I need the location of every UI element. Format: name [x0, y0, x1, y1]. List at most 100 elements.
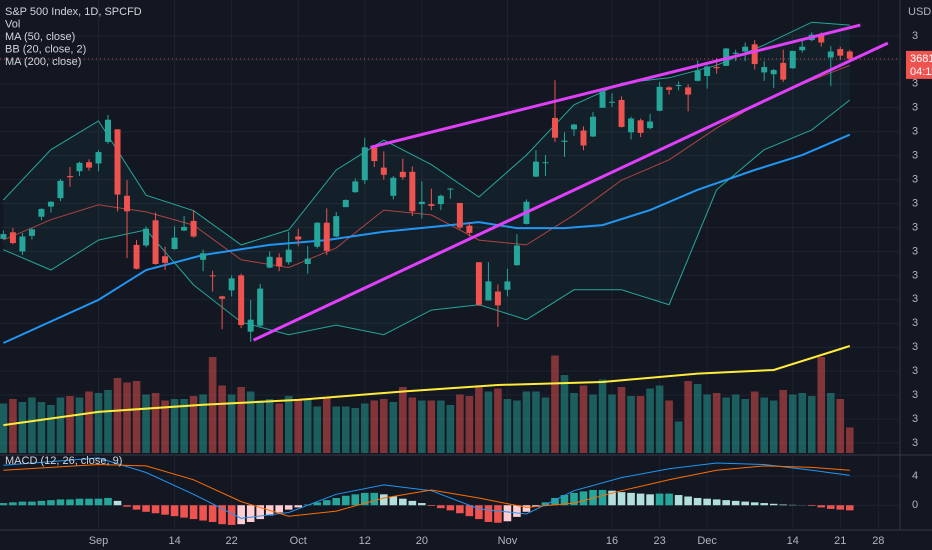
signal-line: [3, 463, 850, 517]
volume-bar: [123, 382, 131, 453]
volume-bar: [646, 388, 654, 453]
macd-histogram-bar: [427, 505, 436, 506]
candle-body: [789, 50, 796, 69]
macd-histogram-bar: [494, 505, 502, 523]
macd-histogram-bar: [541, 502, 550, 506]
volume-bar: [104, 390, 112, 453]
macd-histogram-bar: [332, 497, 341, 506]
volume-bar: [399, 387, 407, 453]
macd-histogram-bar: [769, 503, 778, 506]
candle-body: [323, 222, 330, 251]
volume-bar: [684, 381, 692, 453]
macd-histogram-bar: [370, 492, 379, 506]
volume-bar: [655, 385, 664, 453]
volume-bar: [712, 393, 721, 453]
macd-histogram-bar: [66, 499, 74, 506]
volume-bar: [351, 408, 360, 453]
volume-bar: [180, 399, 188, 453]
candle-body: [361, 147, 368, 181]
volume-bar: [66, 396, 74, 453]
candle-body: [827, 51, 834, 58]
candle-body: [561, 140, 568, 142]
macd-histogram-bar: [722, 500, 730, 506]
y-tick-label: 3: [912, 150, 918, 162]
x-tick-label: 14: [168, 535, 180, 547]
volume-bar: [513, 400, 521, 453]
volume-bar: [807, 396, 816, 453]
x-tick-label: Oct: [290, 535, 307, 547]
price-pane: [0, 21, 889, 453]
macd-histogram-bar: [779, 504, 788, 506]
macd-histogram-bar: [189, 505, 198, 520]
candle-body: [580, 130, 587, 146]
candle-body: [181, 226, 188, 231]
volume-bar: [9, 399, 17, 453]
legend-entry: S&P 500 Index, 1D, SPCFD: [5, 6, 142, 18]
macd-histogram-bar: [826, 505, 835, 509]
volume-bar: [275, 403, 283, 453]
macd-histogram-bar: [760, 503, 768, 506]
macd-histogram-bar: [655, 493, 664, 506]
macd-histogram-bar: [380, 494, 388, 506]
candle-body: [656, 86, 663, 111]
candle-body: [818, 34, 825, 43]
candle-body: [742, 46, 749, 52]
macd-histogram-bar: [627, 492, 635, 506]
legend-entry: BB (20, close, 2): [5, 43, 86, 55]
macd-histogram-bar: [142, 505, 150, 512]
legend-entry: MA (200, close): [5, 56, 81, 68]
macd-histogram-bar: [151, 505, 160, 514]
candle-body: [162, 256, 169, 263]
axis-background: [900, 0, 932, 550]
candle-body: [171, 237, 178, 250]
macd-histogram-bar: [399, 498, 407, 506]
volume-bar: [189, 396, 198, 453]
candle-body: [504, 281, 511, 290]
candle-body: [390, 177, 397, 196]
macd-histogram-bar: [475, 505, 483, 520]
macd-histogram-bar: [246, 505, 255, 522]
macd-histogram-bar: [313, 502, 322, 506]
volume-bar: [598, 379, 607, 453]
volume-bar: [85, 391, 93, 453]
volume-bar: [617, 387, 626, 453]
candle-body: [333, 216, 340, 237]
volume-bar: [75, 397, 84, 453]
volume-bar: [113, 378, 122, 453]
candle-body: [428, 204, 435, 206]
macd-histogram-bar: [37, 500, 46, 506]
volume-bar: [589, 394, 597, 453]
volume-bar: [760, 397, 768, 453]
macd-histogram-bar: [646, 494, 654, 506]
candle-body: [371, 147, 378, 162]
macd-histogram-bar: [598, 489, 607, 506]
macd-histogram-bar: [9, 502, 17, 506]
macd-tick-label: 4: [912, 470, 918, 482]
macd-histogram-bar: [256, 505, 264, 520]
macd-histogram-bar: [123, 505, 131, 507]
macd-histogram-bar: [532, 505, 540, 507]
candle-body: [666, 87, 673, 90]
volume-bar: [294, 399, 303, 453]
x-tick-label: 16: [606, 535, 618, 547]
y-tick-label: 3: [912, 245, 918, 257]
macd-histogram-bar: [731, 500, 740, 506]
last-price-label: 3681.6: [910, 53, 932, 65]
volume-bar: [560, 375, 569, 453]
volume-bar: [380, 399, 388, 453]
macd-histogram-bar: [522, 505, 531, 512]
volume-bar: [303, 399, 312, 453]
candle-body: [637, 120, 644, 133]
y-tick-label: 3: [912, 102, 918, 114]
volume-bar: [731, 394, 740, 453]
candle-body: [47, 201, 54, 207]
candle-body: [475, 262, 482, 305]
volume-bar: [170, 399, 179, 453]
volume-bar: [817, 357, 826, 453]
macd-histogram-bar: [836, 505, 845, 510]
candle-body: [38, 208, 45, 217]
volume-bar: [142, 394, 150, 453]
candle-body: [114, 129, 121, 195]
y-tick-label: 3: [912, 317, 918, 329]
